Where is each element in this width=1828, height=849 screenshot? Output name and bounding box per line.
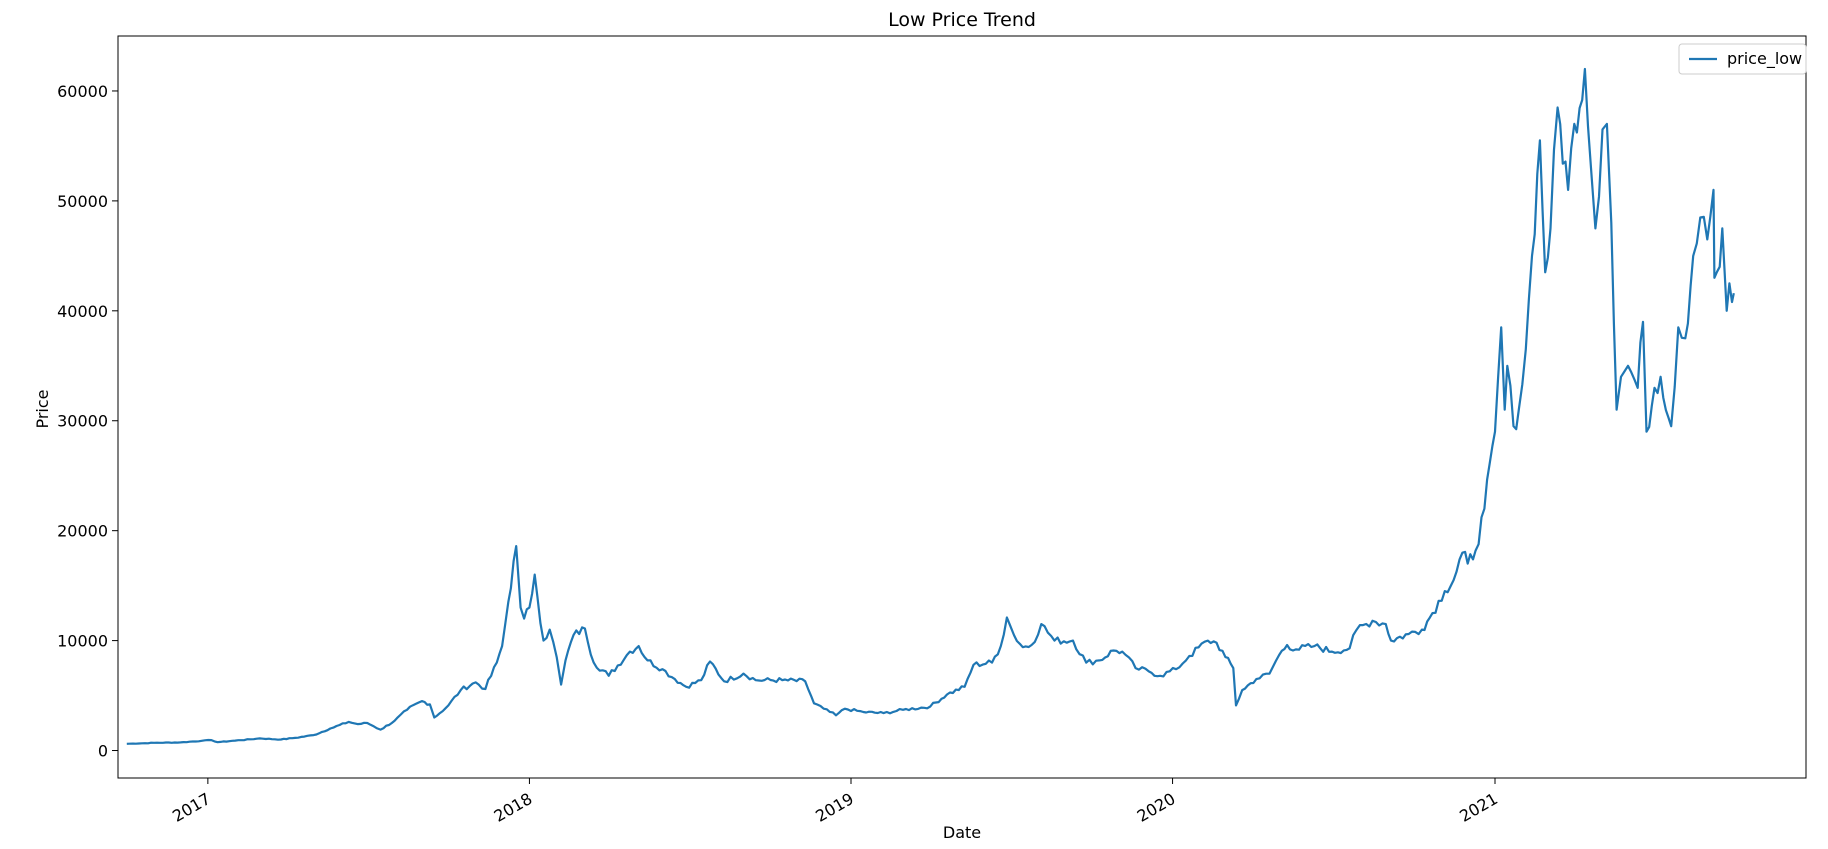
x-axis: 2017 2018 2019 2020 2021 [169, 778, 1501, 826]
legend-label-price-low: price_low [1727, 49, 1802, 69]
x-axis-label: Date [943, 823, 981, 842]
y-axis: 0 10000 20000 30000 40000 50000 60000 [57, 82, 118, 761]
legend: price_low [1678, 43, 1807, 75]
y-tick-label: 40000 [57, 302, 108, 321]
chart-title: Low Price Trend [888, 9, 1036, 31]
y-tick-label: 30000 [57, 412, 108, 431]
y-tick-label: 10000 [57, 632, 108, 651]
y-tick-label: 50000 [57, 192, 108, 211]
legend-box [1678, 43, 1807, 75]
x-tick-label: 2021 [1456, 789, 1501, 826]
series-line-price-low [126, 67, 1735, 745]
x-tick-label: 2020 [1134, 789, 1179, 826]
x-tick-label: 2017 [169, 789, 214, 826]
y-tick-label: 20000 [57, 522, 108, 541]
x-tick-label: 2018 [491, 789, 536, 826]
plot-area [117, 35, 1807, 779]
x-tick-label: 2019 [812, 789, 857, 826]
y-axis-label: Price [33, 389, 52, 428]
plot-frame [117, 35, 1807, 779]
y-tick-label: 60000 [57, 82, 108, 101]
y-tick-label: 0 [98, 742, 108, 761]
